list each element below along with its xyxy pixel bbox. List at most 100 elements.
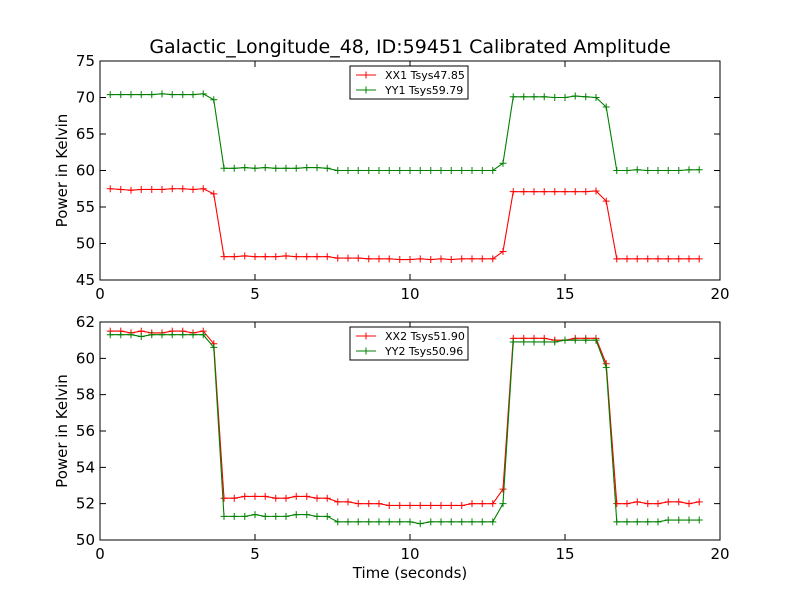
y-tick-label: 54 [76, 458, 95, 476]
data-point [561, 336, 569, 344]
y-tick-label: 65 [76, 125, 95, 143]
data-point [447, 518, 455, 526]
data-point [189, 331, 197, 339]
y-tick-label: 70 [76, 89, 95, 107]
x-tick-label: 20 [710, 285, 729, 303]
data-point [416, 167, 424, 174]
data-point [354, 254, 362, 262]
series-line-2-2 [110, 334, 700, 525]
data-point [168, 91, 176, 99]
data-point [199, 185, 207, 193]
data-point [158, 331, 166, 339]
data-point [272, 494, 280, 502]
data-point [458, 518, 466, 526]
data-point [168, 331, 176, 339]
data-point [602, 103, 610, 111]
data-point [292, 492, 300, 500]
y-tick-label: 75 [76, 52, 95, 70]
y-tick-label: 56 [76, 422, 95, 440]
x-tick-label: 5 [250, 545, 260, 563]
data-point [602, 197, 610, 205]
x-tick-label: 20 [710, 545, 729, 563]
data-point [230, 253, 238, 261]
data-point [416, 501, 424, 509]
data-point [695, 498, 703, 506]
data-point [685, 500, 693, 508]
data-point [385, 167, 393, 174]
y-tick-label: 45 [76, 271, 95, 289]
data-point [158, 185, 166, 193]
data-point [406, 256, 414, 264]
data-point [313, 164, 321, 172]
series-line-2-1 [110, 330, 700, 507]
data-point [685, 516, 693, 524]
data-point [303, 492, 311, 500]
data-point [323, 494, 331, 502]
data-point [664, 255, 672, 263]
data-point [675, 516, 683, 524]
data-point [292, 164, 300, 172]
data-point [499, 500, 507, 508]
data-point [644, 518, 652, 526]
data-point [261, 512, 269, 520]
y-tick-label: 62 [76, 313, 95, 331]
data-point [344, 167, 352, 174]
data-point [323, 253, 331, 261]
data-point [592, 94, 600, 101]
data-point [437, 255, 445, 263]
chart-panel-1: 0 5 10 15 20 45 50 55 60 65 70 75 Power in Kelvin XX1… [53, 52, 730, 303]
data-point [148, 91, 156, 99]
data-point [685, 166, 693, 174]
data-point [230, 494, 238, 502]
data-point [344, 498, 352, 506]
data-point [385, 501, 393, 509]
data-point [406, 518, 414, 526]
data-point [189, 91, 197, 99]
data-point [241, 492, 249, 500]
data-point [334, 518, 342, 526]
data-point [241, 512, 249, 520]
data-point [313, 494, 321, 502]
data-point [613, 167, 621, 174]
data-point [241, 252, 249, 260]
data-point [478, 500, 486, 508]
data-point [396, 518, 404, 526]
data-point [623, 518, 631, 526]
data-point [365, 255, 373, 263]
data-point [199, 90, 207, 98]
data-point [106, 331, 114, 339]
data-point [354, 167, 362, 174]
data-point [230, 164, 238, 172]
data-point [210, 96, 218, 104]
data-point [396, 256, 404, 264]
data-point [509, 93, 517, 101]
data-point [633, 518, 641, 526]
data-point [478, 255, 486, 263]
data-point [582, 188, 590, 196]
data-point [303, 253, 311, 261]
x-tick-label: 15 [555, 545, 574, 563]
data-point [633, 255, 641, 263]
data-point [427, 167, 435, 174]
data-point [437, 518, 445, 526]
data-point [468, 518, 476, 526]
legend-marker [362, 71, 370, 79]
data-point [695, 166, 703, 174]
data-point [334, 167, 342, 174]
data-point [592, 187, 600, 195]
data-point [313, 512, 321, 520]
data-point [416, 255, 424, 263]
data-point [664, 167, 672, 174]
data-point [127, 331, 135, 339]
data-point [344, 518, 352, 526]
data-point [478, 167, 486, 174]
data-point [520, 93, 528, 101]
data-point [365, 518, 373, 526]
x-tick-label: 5 [250, 285, 260, 303]
data-point [644, 500, 652, 508]
data-point [561, 94, 569, 101]
data-point [365, 500, 373, 508]
y-tick-label: 50 [76, 235, 95, 253]
data-point [644, 255, 652, 263]
data-point [675, 167, 683, 174]
